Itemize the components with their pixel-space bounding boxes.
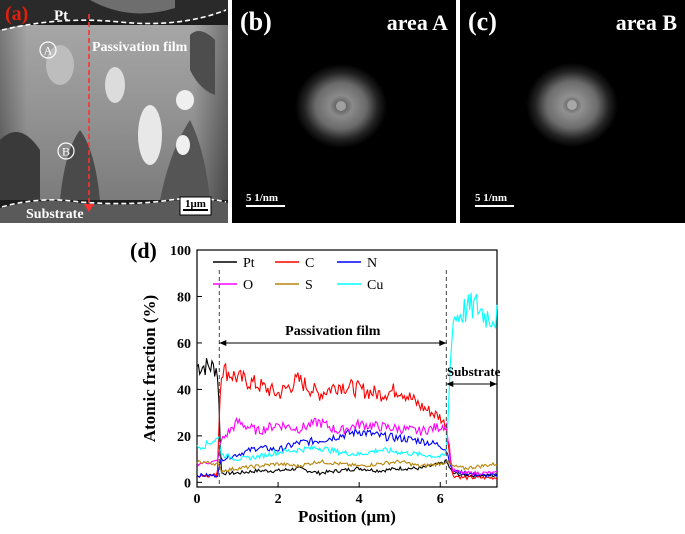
x-tick-label: 4 xyxy=(356,492,363,507)
x-tick-label: 2 xyxy=(275,492,282,507)
legend-label-c: C xyxy=(305,256,314,271)
marker-a: A xyxy=(44,44,53,58)
passivation-film-arrowhead-right xyxy=(439,340,447,346)
pt-film-interface xyxy=(1,9,227,31)
passivation-film-arrowhead-left xyxy=(219,340,227,346)
y-tick-label: 20 xyxy=(177,430,191,445)
legend-label-cu: Cu xyxy=(367,278,383,293)
marker-b: B xyxy=(62,145,70,159)
diffraction-pattern-a: (b) area A 5 1/nm xyxy=(232,0,456,223)
y-tick-label: 40 xyxy=(177,383,191,398)
marker-a-circle xyxy=(39,41,57,59)
panel-d-label: (d) xyxy=(130,238,157,263)
y-axis-label: Atomic fraction (%) xyxy=(140,295,159,442)
chart-legend: Pt C N O S Cu xyxy=(213,256,383,293)
y-tick-label: 60 xyxy=(177,337,191,352)
x-tick-label: 0 xyxy=(194,492,201,507)
passivation-film-annotation: Passivation film xyxy=(285,324,381,339)
y-tick-label: 100 xyxy=(170,244,191,259)
substrate-annotation: Substrate xyxy=(447,364,501,379)
panel-b-title: area A xyxy=(387,10,448,35)
central-spot xyxy=(336,101,346,111)
tem-image: A B (a) Pt Passivation film Substrate 1μ… xyxy=(0,0,228,223)
legend-label-n: N xyxy=(367,256,377,271)
panel-d-chart: (d) 0 2 4 6 0 20 40 60 80 100 Passivation film Su… xyxy=(0,228,685,534)
legend-label-pt: Pt xyxy=(243,256,255,271)
panel-a-tem-image: A B (a) Pt Passivation film Substrate 1μ… xyxy=(0,0,228,223)
x-tick-label: 6 xyxy=(437,492,444,507)
series-line-s xyxy=(196,459,498,474)
passivation-film-label: Passivation film xyxy=(92,40,188,55)
substrate-label: Substrate xyxy=(26,207,84,222)
panel-c-title: area B xyxy=(616,10,678,35)
panel-c-diffraction: (c) area B 5 1/nm xyxy=(460,0,685,223)
panel-b-label: (b) xyxy=(240,7,272,36)
panel-b-diffraction: (b) area A 5 1/nm xyxy=(232,0,456,223)
scale-bar-label: 1μm xyxy=(185,198,206,210)
y-tick-label: 0 xyxy=(184,476,191,491)
legend-label-o: O xyxy=(243,278,253,293)
pt-label: Pt xyxy=(54,8,68,24)
linescan-arrowhead xyxy=(84,204,94,212)
series-line-c xyxy=(196,362,498,481)
series-line-n xyxy=(196,426,498,479)
substrate-arrowhead-right xyxy=(490,381,497,387)
series-line-cu xyxy=(196,292,498,461)
plot-frame xyxy=(196,249,498,488)
marker-b-circle xyxy=(57,142,75,160)
panel-b-scale-label: 5 1/nm xyxy=(246,192,278,204)
panel-a-label: (a) xyxy=(5,3,28,25)
x-axis-label: Position (μm) xyxy=(298,507,396,526)
y-tick-label: 80 xyxy=(177,290,191,305)
panel-c-scale-label: 5 1/nm xyxy=(475,192,507,204)
diffraction-pattern-b: (c) area B 5 1/nm xyxy=(460,0,685,223)
legend-label-s: S xyxy=(305,278,313,293)
substrate-arrowhead-left xyxy=(446,381,454,387)
central-spot xyxy=(567,100,577,110)
panel-c-label: (c) xyxy=(468,7,497,36)
